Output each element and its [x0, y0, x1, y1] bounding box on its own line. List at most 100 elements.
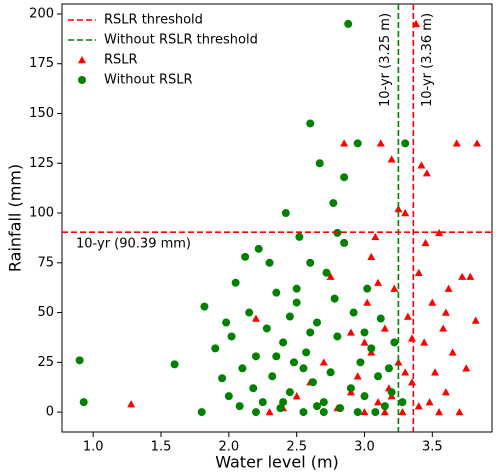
- point: [227, 332, 236, 341]
- point: [276, 404, 285, 413]
- point: [398, 398, 407, 407]
- point: [326, 368, 335, 377]
- point: [466, 272, 475, 280]
- point: [422, 169, 431, 177]
- point: [353, 372, 362, 380]
- point: [211, 344, 220, 353]
- point: [360, 392, 369, 401]
- point: [326, 272, 335, 280]
- point: [272, 352, 281, 361]
- y-tick-label: 25: [37, 355, 54, 370]
- point: [374, 278, 383, 286]
- point: [279, 398, 288, 407]
- point: [448, 348, 457, 356]
- y-tick-label: 175: [29, 56, 54, 71]
- point: [292, 298, 301, 307]
- point: [308, 378, 317, 387]
- point: [387, 155, 396, 163]
- point: [380, 402, 389, 411]
- point: [268, 372, 277, 381]
- point: [231, 278, 240, 287]
- point: [299, 408, 308, 417]
- x-tick-label: 3.5: [422, 440, 443, 455]
- point: [441, 308, 450, 316]
- point: [319, 398, 328, 407]
- point: [376, 314, 385, 323]
- point: [462, 364, 471, 372]
- point: [313, 318, 322, 327]
- point: [356, 358, 365, 367]
- y-axis-label: Rainfall (mm): [6, 164, 25, 272]
- point: [336, 404, 345, 413]
- point: [281, 209, 290, 218]
- point: [371, 408, 380, 417]
- legend-label: RSLR threshold: [104, 13, 203, 28]
- point: [295, 232, 304, 241]
- y-tick-label: 100: [29, 206, 54, 221]
- point: [315, 159, 324, 168]
- point: [251, 352, 260, 361]
- point: [401, 139, 410, 148]
- point: [471, 316, 480, 324]
- point: [289, 358, 298, 367]
- x-tick-label: 2.0: [219, 440, 240, 455]
- point: [384, 364, 393, 373]
- point: [420, 338, 429, 346]
- point: [414, 402, 423, 410]
- legend-label: Without RSLR threshold: [104, 33, 258, 48]
- point: [272, 288, 281, 297]
- x-tick-label: 3.0: [354, 440, 375, 455]
- point: [306, 119, 315, 128]
- point: [441, 388, 450, 396]
- point: [344, 19, 353, 28]
- y-tick-label: 0: [46, 405, 54, 420]
- point: [127, 400, 136, 408]
- point: [349, 308, 358, 317]
- point: [363, 284, 372, 293]
- point: [258, 398, 267, 407]
- threshold-label: 10-yr (3.36 m): [420, 13, 435, 107]
- legend-marker: [78, 56, 86, 64]
- point: [302, 348, 311, 357]
- point: [329, 199, 338, 208]
- point: [435, 408, 444, 416]
- plot-frame: [61, 3, 493, 433]
- point: [299, 364, 308, 373]
- point: [363, 298, 372, 306]
- point: [222, 318, 231, 327]
- point: [425, 398, 434, 406]
- point: [452, 139, 461, 147]
- y-tick-label: 75: [37, 255, 54, 270]
- point: [265, 258, 274, 267]
- point: [435, 228, 444, 237]
- point: [353, 408, 362, 417]
- point: [340, 173, 349, 182]
- y-tick-label: 200: [29, 6, 54, 21]
- point: [262, 324, 271, 333]
- point: [407, 334, 416, 342]
- x-tick-label: 1.5: [151, 440, 172, 455]
- point: [306, 258, 315, 267]
- point: [251, 408, 260, 417]
- point: [319, 358, 328, 366]
- x-tick-label: 1.0: [83, 440, 104, 455]
- point: [374, 372, 383, 381]
- point: [439, 324, 448, 332]
- legend-label: Without RSLR: [104, 73, 193, 88]
- point: [306, 328, 315, 337]
- point: [398, 408, 407, 416]
- point: [292, 392, 301, 400]
- point: [218, 374, 227, 383]
- point: [245, 308, 254, 317]
- point: [390, 284, 399, 292]
- point: [473, 139, 482, 147]
- point: [431, 368, 440, 376]
- point: [251, 314, 260, 322]
- point: [292, 284, 301, 293]
- point: [330, 294, 339, 303]
- point: [367, 344, 376, 353]
- point: [444, 284, 453, 292]
- point: [421, 238, 430, 247]
- point: [200, 302, 209, 311]
- point: [394, 205, 403, 213]
